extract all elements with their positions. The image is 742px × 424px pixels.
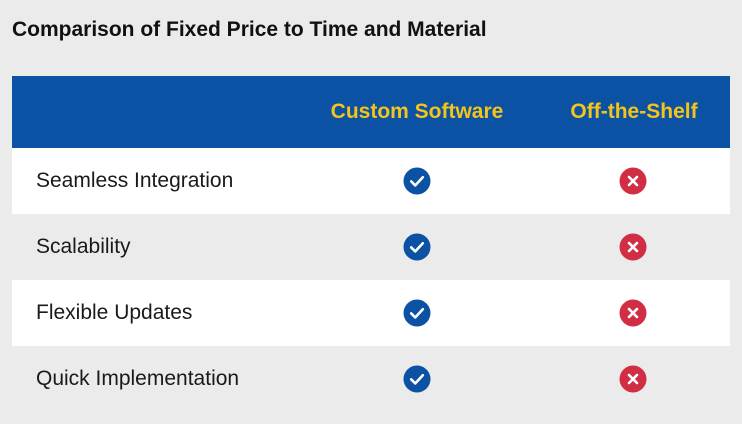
page-title: Comparison of Fixed Price to Time and Ma… — [12, 18, 487, 41]
check-icon — [403, 233, 431, 261]
column-header-custom-software: Custom Software — [330, 100, 504, 123]
table-row: Scalability — [12, 214, 730, 280]
feature-label: Quick Implementation — [36, 367, 240, 390]
feature-label: Scalability — [36, 235, 131, 258]
x-icon — [619, 365, 647, 393]
x-icon — [619, 233, 647, 261]
x-icon — [619, 299, 647, 327]
table-row: Flexible Updates — [12, 280, 730, 346]
check-icon — [403, 365, 431, 393]
table-row: Seamless Integration — [12, 148, 730, 214]
check-icon — [403, 167, 431, 195]
comparison-table: Custom Software Off-the-Shelf Seamless I… — [12, 76, 730, 412]
table-header-row: Custom Software Off-the-Shelf — [12, 76, 730, 148]
check-icon — [403, 299, 431, 327]
column-header-off-the-shelf: Off-the-Shelf — [570, 100, 698, 123]
feature-label: Seamless Integration — [36, 169, 234, 192]
table-row: Quick Implementation — [12, 346, 730, 412]
x-icon — [619, 167, 647, 195]
feature-label: Flexible Updates — [36, 301, 193, 324]
